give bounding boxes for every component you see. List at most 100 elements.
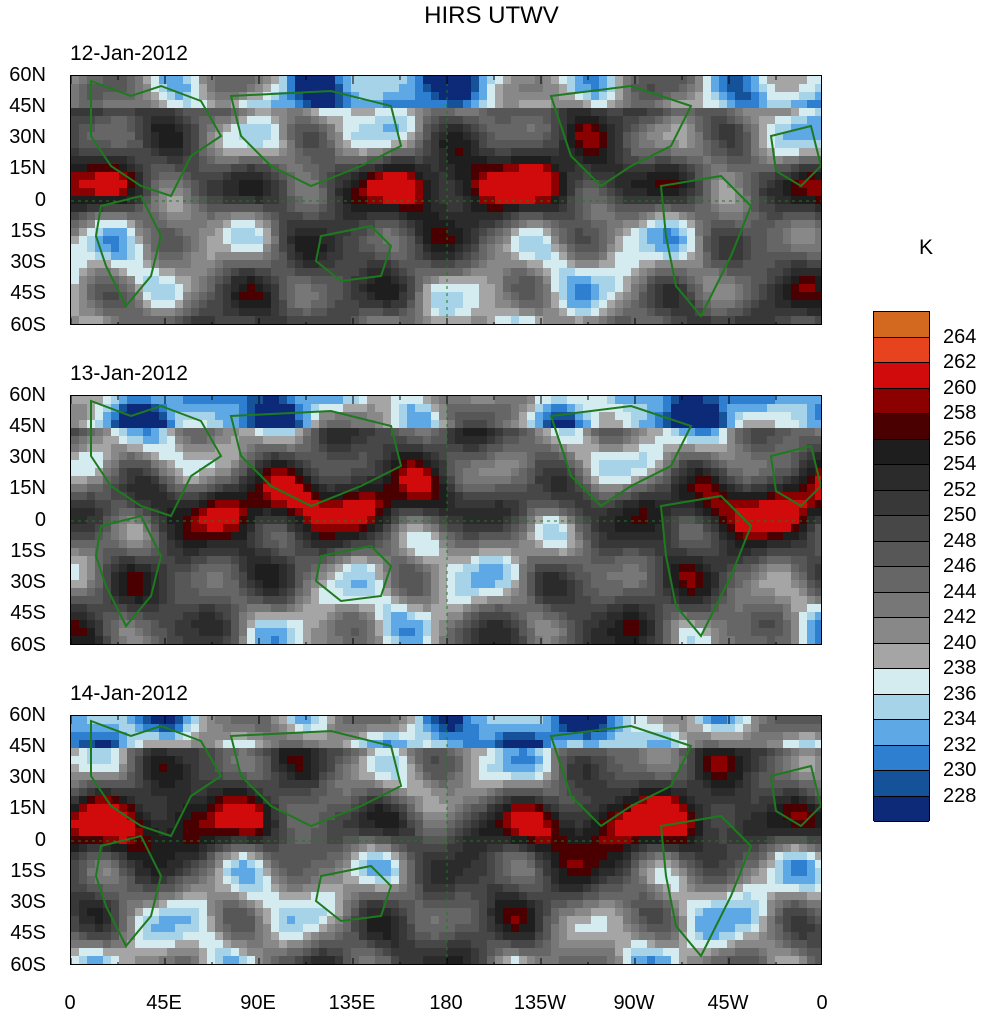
colorbar-unit: K: [919, 236, 934, 259]
lat-label: 0: [34, 829, 46, 851]
lat-label: 30N: [9, 446, 46, 468]
colorbar-label: 228: [943, 784, 977, 807]
coastline: [659, 494, 753, 638]
colorbar-label: 248: [943, 529, 977, 552]
lat-label: 60S: [10, 314, 46, 336]
colorbar-label: 232: [943, 733, 977, 756]
lat-label: 45S: [10, 282, 46, 304]
map-panel-3: [70, 715, 822, 965]
colorbar-box: [874, 465, 929, 491]
lon-label: 45W: [707, 992, 749, 1014]
colorbar-label: 260: [943, 376, 977, 399]
coastline: [314, 864, 393, 923]
coastline: [229, 409, 403, 508]
lon-label: 90W: [613, 992, 655, 1014]
colorbar-box: [874, 796, 929, 822]
lat-label: 30S: [10, 891, 46, 913]
colorbar-label: 250: [943, 504, 977, 526]
panel-date-2: 13-Jan-2012: [70, 362, 188, 385]
colorbar-label: 246: [943, 555, 977, 577]
lat-label: 30S: [10, 571, 46, 593]
coastline: [229, 729, 403, 828]
colorbar-box: [874, 669, 929, 695]
coastline: [549, 724, 693, 828]
colorbar-box: [874, 643, 929, 669]
coastline: [314, 544, 393, 603]
colorbar-label: 238: [943, 657, 977, 679]
colorbar-label: 234: [943, 708, 977, 730]
panel-date-1: 12-Jan-2012: [70, 42, 188, 65]
coastline: [659, 174, 753, 318]
colorbar-label: 256: [943, 427, 977, 450]
lat-label: 60S: [10, 634, 46, 656]
lat-label: 45N: [9, 735, 46, 757]
colorbar-box: [874, 312, 929, 338]
lat-label: 45S: [10, 922, 46, 944]
colorbar-box: [874, 414, 929, 440]
colorbar-box: [874, 541, 929, 567]
lon-label: 90E: [240, 992, 276, 1014]
colorbar-label: 252: [943, 478, 977, 501]
coastline: [769, 444, 821, 508]
coastline: [549, 404, 693, 508]
lat-label: 60N: [9, 384, 46, 406]
colorbar-label: 258: [943, 402, 977, 424]
coastline: [94, 834, 163, 948]
colorbar-label: 230: [943, 759, 977, 781]
lon-label: 45E: [146, 992, 182, 1014]
colorbar-label: 254: [943, 453, 977, 475]
coastline: [314, 224, 393, 283]
lat-label: 45N: [9, 415, 46, 437]
colorbar-box: [874, 592, 929, 618]
lon-label: 0: [64, 992, 76, 1014]
contour-field: [71, 76, 821, 324]
colorbar-box: [874, 490, 929, 516]
colorbar-box: [874, 618, 929, 644]
colorbar-box: [874, 694, 929, 720]
lat-label: 45N: [9, 95, 46, 117]
lat-label: 45S: [10, 602, 46, 624]
contour-field: [71, 716, 821, 964]
lat-label: 30N: [9, 766, 46, 788]
coastline: [90, 79, 223, 198]
lat-label: 30S: [10, 251, 46, 273]
colorbar-box: [874, 516, 929, 542]
colorbar-box: [874, 439, 929, 465]
colorbar-box: [874, 567, 929, 593]
lat-label: 0: [34, 509, 46, 531]
coastline: [769, 124, 821, 188]
colorbar-box: [874, 720, 929, 746]
colorbar-box: [874, 337, 929, 363]
lon-label: 0: [816, 992, 828, 1014]
coastline: [229, 89, 403, 188]
colorbar-label: 236: [943, 682, 977, 705]
coastline: [90, 399, 223, 518]
lat-label: 15S: [10, 860, 46, 882]
colorbar-box: [874, 771, 929, 797]
colorbar: [873, 311, 930, 822]
lat-label: 15S: [10, 220, 46, 242]
lon-label: 135E: [328, 992, 376, 1014]
colorbar-label: 262: [943, 351, 977, 373]
colorbar-label: 242: [943, 606, 977, 628]
coastline: [659, 814, 753, 958]
map-panel-1: [70, 75, 822, 325]
lat-label: 15N: [9, 157, 46, 179]
coastline: [90, 719, 223, 838]
lat-label: 15N: [9, 797, 46, 819]
lat-label: 60N: [9, 704, 46, 726]
coastline: [94, 514, 163, 628]
lon-label: 135W: [513, 992, 567, 1014]
panel-date-3: 14-Jan-2012: [70, 682, 188, 705]
lat-label: 60S: [10, 954, 46, 976]
colorbar-label: 264: [943, 325, 977, 348]
lon-label: 180: [429, 992, 463, 1014]
colorbar-label: 244: [943, 580, 977, 603]
figure-title: HIRS UTWV: [424, 2, 559, 29]
colorbar-box: [874, 388, 929, 414]
lat-label: 0: [34, 189, 46, 211]
coastline: [549, 84, 693, 188]
lat-label: 60N: [9, 64, 46, 86]
coastline: [769, 764, 821, 828]
lat-label: 30N: [9, 126, 46, 148]
